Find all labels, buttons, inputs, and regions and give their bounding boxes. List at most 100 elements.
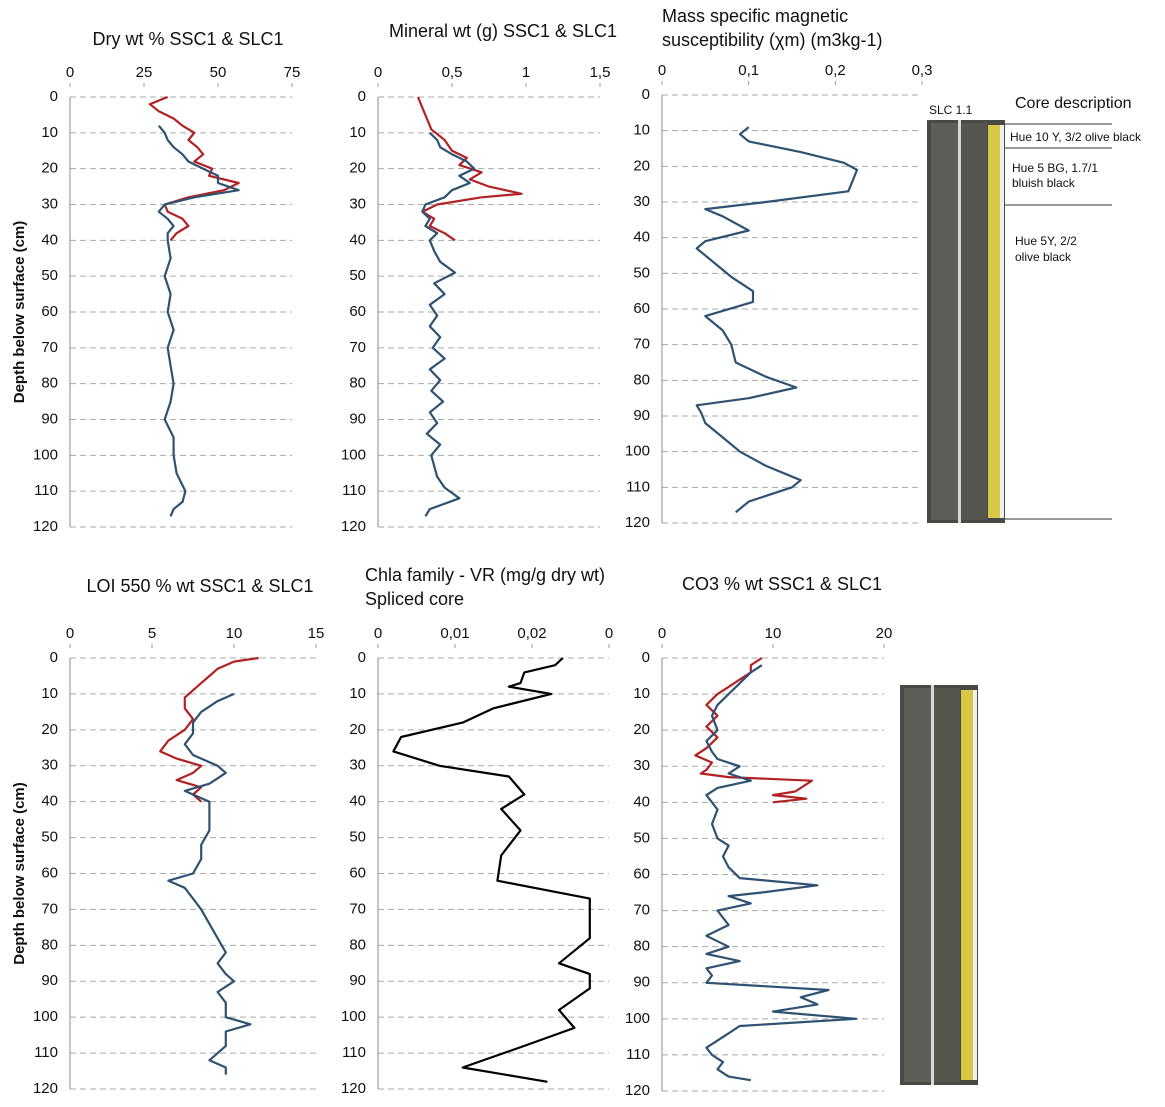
y-tick-label: 0: [50, 88, 58, 105]
y-tick-label: 50: [41, 829, 58, 846]
chart-title: susceptibility (χm) (m3kg-1): [662, 30, 882, 50]
y-tick-label: 30: [633, 757, 650, 774]
data-line: [393, 658, 589, 1082]
y-tick-label: 70: [41, 900, 58, 917]
y-tick-label: 40: [41, 793, 58, 810]
y-tick-label: 60: [633, 865, 650, 882]
chart-title: Dry wt % SSC1 & SLC1: [92, 29, 283, 49]
x-tick-label: 0: [605, 625, 613, 642]
x-tick-label: 0,2: [825, 62, 846, 79]
y-tick-label: 70: [633, 902, 650, 919]
x-tick-label: 15: [308, 625, 325, 642]
y-tick-label: 100: [33, 446, 58, 463]
y-tick-label: 120: [625, 1082, 650, 1099]
y-tick-label: 60: [349, 864, 366, 881]
y-tick-label: 80: [41, 936, 58, 953]
y-tick-label: 30: [41, 757, 58, 774]
x-tick-label: 20: [876, 625, 893, 642]
chart-title: LOI 550 % wt SSC1 & SLC1: [86, 576, 313, 596]
y-tick-label: 70: [349, 900, 366, 917]
x-tick-label: 5: [148, 625, 156, 642]
y-tick-label: 90: [41, 972, 58, 989]
y-tick-label: 10: [349, 685, 366, 702]
data-line: [159, 126, 239, 517]
core-unit: Hue 5Y, 2/2: [1015, 234, 1077, 248]
core-unit: Hue 5 BG, 1.7/1: [1012, 161, 1098, 175]
chart-title: Mineral wt (g) SSC1 & SLC1: [389, 21, 617, 41]
y-tick-label: 90: [349, 972, 366, 989]
y-tick-label: 70: [633, 336, 650, 353]
y-tick-label: 120: [341, 518, 366, 535]
y-tick-label: 100: [341, 1008, 366, 1025]
x-tick-label: 0: [658, 62, 666, 79]
y-tick-label: 80: [633, 938, 650, 955]
y-tick-label: 50: [349, 829, 366, 846]
y-tick-label: 20: [349, 160, 366, 177]
x-tick-label: 0,02: [517, 625, 546, 642]
y-tick-label: 80: [349, 936, 366, 953]
y-tick-label: 10: [41, 124, 58, 141]
x-tick-label: 0: [66, 625, 74, 642]
y-tick-label: 70: [41, 339, 58, 356]
core-label: SLC 1.1: [929, 103, 973, 117]
x-tick-label: 10: [765, 625, 782, 642]
y-tick-label: 60: [41, 864, 58, 881]
y-tick-label: 40: [349, 231, 366, 248]
x-tick-label: 0: [658, 625, 666, 642]
chart-title: Mass specific magnetic: [662, 6, 848, 26]
y-tick-label: 20: [41, 721, 58, 738]
y-tick-label: 80: [349, 375, 366, 392]
y-tick-label: 0: [50, 649, 58, 666]
x-tick-label: 0: [374, 64, 382, 81]
x-tick-label: 1,5: [590, 64, 611, 81]
y-tick-label: 40: [41, 231, 58, 248]
y-tick-label: 120: [33, 1080, 58, 1097]
data-line: [697, 127, 857, 512]
y-tick-label: 110: [342, 1044, 366, 1061]
y-tick-label: 10: [633, 122, 650, 139]
y-tick-label: 110: [34, 1044, 58, 1061]
y-tick-label: 40: [633, 793, 650, 810]
x-tick-label: 75: [284, 64, 301, 81]
y-tick-label: 20: [633, 721, 650, 738]
y-tick-label: 30: [41, 195, 58, 212]
y-tick-label: 50: [41, 267, 58, 284]
y-tick-label: 50: [633, 264, 650, 281]
x-tick-label: 0,5: [442, 64, 463, 81]
x-tick-label: 0: [66, 64, 74, 81]
core-photo: [900, 685, 978, 1085]
x-tick-label: 25: [136, 64, 153, 81]
y-tick-label: 0: [358, 649, 366, 666]
y-tick-label: 120: [341, 1080, 366, 1097]
core-unit: bluish black: [1012, 176, 1076, 190]
y-tick-label: 90: [349, 410, 366, 427]
y-tick-label: 10: [41, 685, 58, 702]
y-tick-label: 20: [41, 160, 58, 177]
x-tick-label: 0,3: [912, 62, 933, 79]
y-tick-label: 100: [341, 446, 366, 463]
y-tick-label: 70: [349, 339, 366, 356]
y-tick-label: 60: [41, 303, 58, 320]
x-tick-label: 0,1: [738, 62, 759, 79]
data-line: [706, 665, 856, 1080]
y-tick-label: 50: [633, 829, 650, 846]
y-tick-label: 10: [633, 685, 650, 702]
y-tick-label: 0: [642, 649, 650, 666]
y-tick-label: 100: [625, 443, 650, 460]
y-axis-label: Depth below surface (cm): [11, 221, 28, 404]
chart-title: Chla family - VR (mg/g dry wt): [365, 565, 605, 585]
y-tick-label: 100: [625, 1010, 650, 1027]
x-tick-label: 10: [226, 625, 243, 642]
y-tick-label: 20: [349, 721, 366, 738]
core-unit: olive black: [1015, 250, 1072, 264]
chart-title: CO3 % wt SSC1 & SLC1: [682, 574, 882, 594]
y-tick-label: 90: [633, 407, 650, 424]
core-description-title: Core description: [1015, 95, 1132, 112]
y-tick-label: 30: [349, 757, 366, 774]
x-tick-label: 50: [210, 64, 227, 81]
x-tick-label: 0: [374, 625, 382, 642]
y-tick-label: 110: [342, 482, 366, 499]
y-tick-label: 20: [633, 157, 650, 174]
x-tick-label: 0,01: [440, 625, 469, 642]
core-photo: [927, 120, 1005, 523]
